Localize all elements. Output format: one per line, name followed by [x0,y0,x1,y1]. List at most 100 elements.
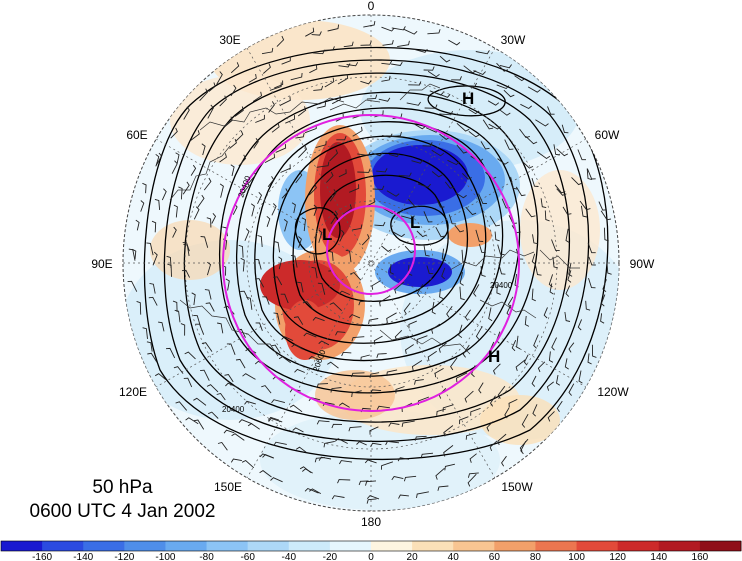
wind-barb [414,379,424,385]
wind-barb [478,382,484,394]
wind-barb [406,101,421,106]
wind-barb [146,242,154,256]
wind-barb [316,383,329,389]
wind-barb [223,429,235,434]
lon-label-120e: 120E [119,385,147,399]
wind-barb [175,152,180,164]
wind-barb [327,361,339,369]
wind-barb [268,101,275,113]
wind-barb [373,335,383,345]
wind-barb [241,459,255,469]
wind-barb [551,337,558,351]
wind-barb [358,480,369,486]
wind-barb [546,381,554,391]
wind-barb [534,263,542,276]
wind-barb [281,336,294,342]
wind-barb [291,202,296,214]
wind-barb [456,122,470,132]
wind-barb [451,76,462,81]
wind-barb [235,130,244,142]
wind-barb [508,398,518,408]
wind-barb [391,475,404,481]
wind-barb [248,74,257,83]
colorbar-swatch [206,541,249,551]
wind-barb [501,455,507,467]
wind-barb [556,148,569,157]
wind-barb [151,220,157,233]
wind-barb [473,70,486,76]
colorbar-tick-label: -20 [323,552,338,561]
wind-barb [469,453,477,463]
wind-barb [431,301,436,315]
wind-barb [193,206,200,220]
wind-barb [207,104,214,119]
wind-barb [240,257,245,272]
wind-barb [382,133,393,138]
wind-barb [224,373,234,383]
wind-barb [475,50,490,55]
wind-barb [458,324,463,339]
lon-label-90w: 90W [630,257,655,271]
wind-barb [436,198,445,208]
wind-barb [537,361,546,373]
wind-barb [328,250,334,261]
wind-barb [172,300,178,313]
wind-barb [326,171,334,183]
wind-barb [273,276,283,286]
colorbar-border [0,540,742,552]
wind-barb [579,200,591,211]
wind-barb [516,335,521,350]
wind-barb [276,35,285,47]
wind-barb [178,186,183,200]
wind-barb [271,399,286,404]
wind-barb [465,206,477,216]
wind-barb [203,177,212,191]
wind-barb [318,340,330,346]
wind-barb [376,168,388,173]
wind-barb [552,256,559,269]
wind-barb [173,204,178,218]
wind-barb [475,326,483,340]
wind-barb [461,172,472,180]
colorbar-tick-label: 60 [489,552,501,561]
wind-barb [378,97,391,102]
lon-label-180: 180 [361,515,381,529]
colorbar-tick-label: -40 [282,552,297,561]
wind-barb [444,463,456,471]
wind-barb [496,284,501,295]
wind-barb [257,235,263,247]
wind-barb [349,184,360,193]
wind-barb [147,352,158,363]
wind-barb [183,106,190,120]
wind-barb [348,314,361,319]
wind-barb [588,256,596,266]
wind-barb [369,372,380,379]
colorbar-swatch [576,541,619,551]
wind-barb [315,140,327,149]
wind-barb [184,351,196,360]
wind-barb [395,386,405,394]
wind-barb [381,75,391,82]
wind-barb [503,89,515,98]
wind-barb [381,60,393,65]
wind-barb [401,215,415,220]
wind-barb [201,143,206,156]
wind-barb [366,495,380,500]
wind-barb [515,359,526,372]
colorbar-swatch [494,541,536,551]
wind-barb [271,122,280,133]
wind-barb [439,55,451,63]
wind-barb [204,289,212,300]
lon-label-30w: 30W [501,33,526,47]
wind-barb [468,131,480,138]
wind-barb [190,164,197,176]
wind-barb [242,373,256,380]
wind-barb [459,286,465,301]
wind-barb [313,204,318,216]
wind-barb [318,456,332,461]
wind-barb [397,457,410,462]
colorbar-tick-label: 80 [530,552,542,561]
pressure-level-label: 50 hPa [92,477,153,498]
wind-barb [338,169,347,178]
